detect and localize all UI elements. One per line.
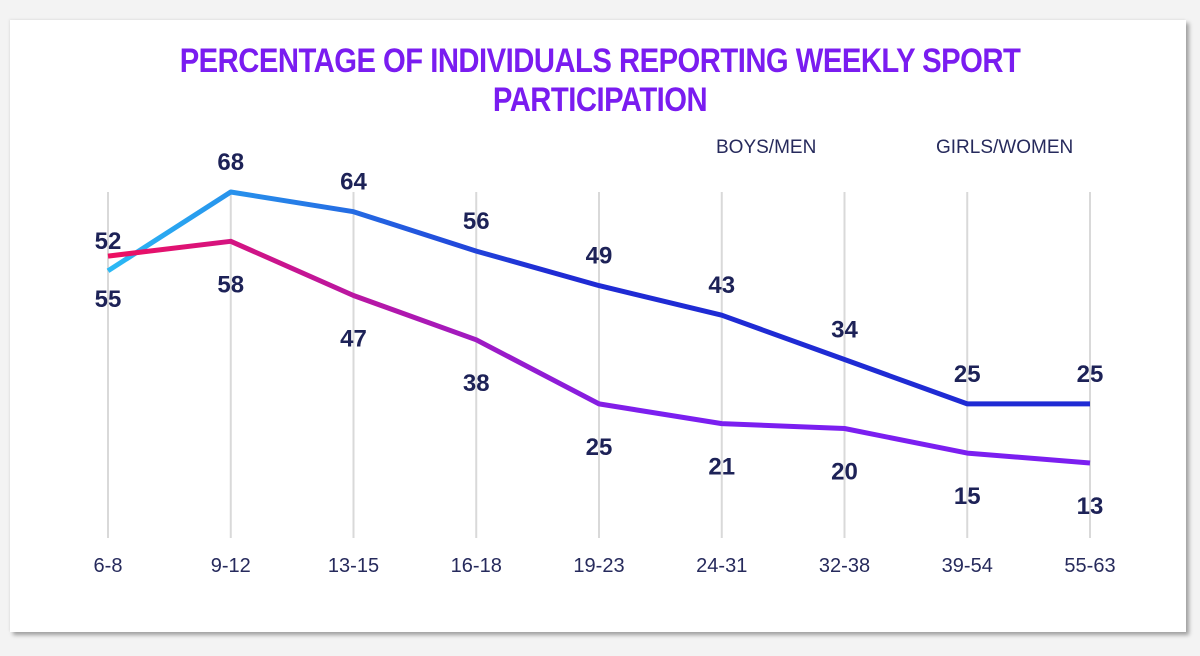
series-lines (106, 189, 1091, 466)
data-label-girls-women-24-31: 21 (708, 454, 735, 481)
x-axis-ticks: 6-8 9-12 13-15 16-18 19-23 24-31 32-38 39-54 55-… (94, 555, 1116, 577)
x-tick-label-16-18: 16-18 (451, 555, 502, 577)
legend: BOYS/MEN GIRLS/WOMEN (640, 137, 1073, 158)
data-label-girls-women-32-38: 20 (831, 459, 858, 486)
data-label-girls-women-19-23: 25 (586, 434, 613, 461)
x-tick-label-24-31: 24-31 (696, 555, 747, 577)
data-label-boys-men-16-18: 56 (463, 208, 490, 235)
data-label-boys-men-6-8: 52 (95, 228, 122, 255)
chart-title: PERCENTAGE OF INDIVIDUALS REPORTING WEEK… (179, 42, 1021, 119)
data-label-girls-women-39-54: 15 (954, 483, 981, 510)
x-tick-label-9-12: 9-12 (211, 555, 251, 577)
data-label-girls-women-16-18: 38 (463, 370, 490, 397)
legend-label-girls-women: GIRLS/WOMEN (936, 137, 1073, 158)
x-tick-label-19-23: 19-23 (573, 555, 624, 577)
data-label-boys-men-9-12: 68 (217, 149, 244, 176)
data-label-boys-men-32-38: 34 (831, 317, 858, 344)
series-line-girls-women (107, 238, 1091, 466)
series-line-boys-men (106, 189, 1090, 407)
legend-label-boys-men: BOYS/MEN (716, 137, 816, 158)
data-label-girls-women-6-8: 55 (95, 286, 122, 313)
data-label-boys-men-13-15: 64 (340, 169, 367, 196)
x-tick-label-55-63: 55-63 (1064, 555, 1115, 577)
x-tick-label-32-38: 32-38 (819, 555, 870, 577)
data-labels: 52 55 68 58 64 47 56 38 49 25 43 21 34 20 25 15 25 13 (95, 149, 1104, 520)
data-label-girls-women-55-63: 13 (1077, 493, 1104, 520)
x-tick-label-13-15: 13-15 (328, 555, 379, 577)
data-label-girls-women-9-12: 58 (217, 271, 244, 298)
data-label-boys-men-39-54: 25 (954, 361, 981, 388)
data-label-boys-men-55-63: 25 (1077, 361, 1104, 388)
gridlines (107, 192, 1091, 538)
x-tick-label-39-54: 39-54 (942, 555, 993, 577)
x-tick-label-6-8: 6-8 (94, 555, 123, 577)
legend-item-girls-women: GIRLS/WOMEN (860, 137, 1073, 158)
data-label-boys-men-19-23: 49 (586, 243, 613, 270)
legend-item-boys-men: BOYS/MEN (640, 137, 816, 158)
data-label-girls-women-13-15: 47 (340, 326, 367, 353)
data-label-boys-men-24-31: 43 (708, 272, 735, 299)
